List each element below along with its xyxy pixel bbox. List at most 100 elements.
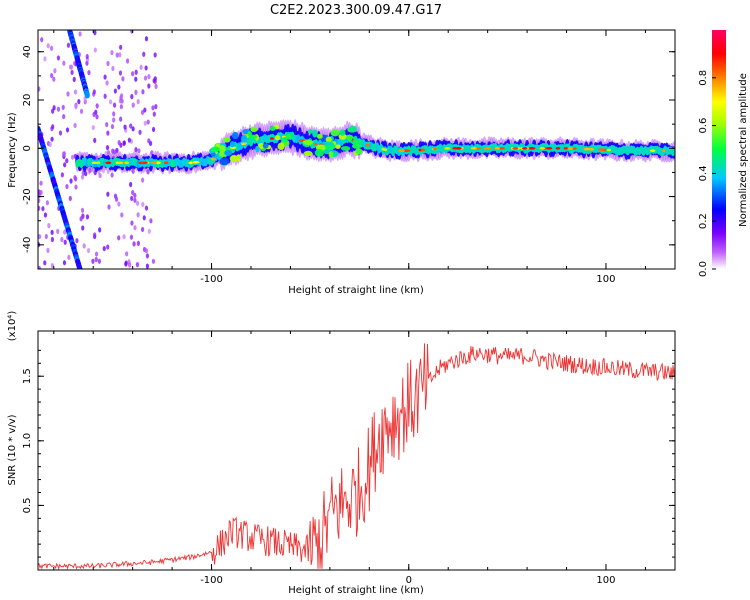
turbulence-blob [314,148,324,157]
noise-speck [154,104,158,110]
noise-speck [143,75,148,81]
noise-speck [63,162,67,168]
snr-y-label: SNR (10 * v/v) [7,414,18,485]
turbulence-blob [274,135,281,141]
turbulence-blob [250,138,257,143]
noise-speck [69,64,73,70]
noise-speck [147,83,151,89]
noise-speck [93,47,97,53]
noise-speck [51,124,55,130]
ridge-hotspot [91,161,97,165]
noise-speck [66,42,71,48]
noise-speck [91,124,95,131]
noise-speck [153,52,157,58]
chart-title: C2E2.2023.300.09.47.G17 [270,3,442,18]
noise-speck [131,168,135,174]
noise-speck [70,69,74,76]
ridge-hotspot [512,146,519,150]
noise-speck [125,58,130,64]
x-tick-label: 100 [596,274,615,285]
noise-speck [106,60,110,67]
ridge-hotspot [117,161,124,165]
noise-speck [98,227,102,233]
noise-speck [141,201,145,208]
turbulence-blob [262,143,269,149]
turbulence-blob [241,134,248,143]
ridge-hotspot [498,146,505,150]
turbulence-blob [247,131,252,137]
noise-speck [106,244,110,250]
noise-speck [117,235,121,241]
noise-speck [105,121,109,128]
noise-speck [133,225,137,231]
ridge-hotspot [383,148,388,152]
noise-speck [74,104,78,110]
noise-speck [49,45,54,51]
noise-speck [112,111,116,117]
noise-speck [94,256,98,263]
turbulence-blob [303,139,314,146]
turbulence-blob [308,129,313,134]
turbulence-blob [328,151,334,159]
noise-speck [63,239,67,245]
y-tick-label: 20 [22,94,33,107]
ridge-hotspot [483,146,489,150]
turbulence-blob [215,143,221,148]
noise-speck [113,88,117,94]
noise-speck [66,91,70,97]
noise-speck [151,258,156,264]
noise-speck [127,137,131,143]
colorbar-label: Normalized spectral amplitude [738,73,749,227]
turbulence-blob [316,133,323,139]
noise-speck [140,226,145,233]
ridge-hotspot [188,161,193,165]
ridge-hotspot [155,161,161,165]
noise-speck [145,253,150,259]
noise-speck [87,69,91,76]
noise-speck [131,102,135,108]
noise-speck [94,251,99,257]
colorbar-tick-label: 0.4 [698,165,709,181]
y-tick-label: 1.5 [22,368,33,384]
noise-speck [130,94,134,100]
noise-speck [119,44,123,50]
spectrogram-frame [37,29,676,270]
noise-speck [53,68,57,74]
noise-speck [125,251,129,257]
y-tick-label: 1.0 [22,433,33,449]
ridge-hotspot [662,149,666,153]
noise-speck [43,212,48,218]
turbulence-blob [355,148,363,155]
ridge-hotspot [606,148,612,152]
noise-speck [117,201,121,207]
snr-series-line [38,343,675,570]
noise-speck [70,154,75,160]
ridge-hotspot [494,146,501,150]
noise-speck [154,83,158,90]
noise-speck [131,71,135,77]
snr-plot: -100 0 100 0.5 1.0 1.5 Height of straight lin… [7,311,676,596]
turbulence-blob [285,133,292,140]
noise-speck [61,104,65,110]
ridge-hotspot [522,146,528,150]
noise-speck [38,265,41,269]
ridge-hotspot [539,146,546,150]
noise-speck [91,258,95,264]
x-tick-label: -100 [200,274,223,285]
noise-speck [143,120,147,126]
noise-speck [44,233,48,240]
noise-speck [74,184,78,190]
ridge-hotspot [150,161,158,165]
ridge-hotspot [432,147,437,151]
noise-speck [118,70,123,76]
ridge-hotspot [444,147,451,150]
noise-speck [151,105,155,111]
ridge-hotspot [398,149,405,153]
noise-speck [144,248,149,254]
snr-ticks: -100 0 100 0.5 1.0 1.5 [22,331,675,586]
noise-speck [114,196,119,202]
noise-speck [144,205,149,211]
noise-speck [62,113,66,120]
noise-speck [135,262,140,268]
noise-speck [142,215,146,221]
